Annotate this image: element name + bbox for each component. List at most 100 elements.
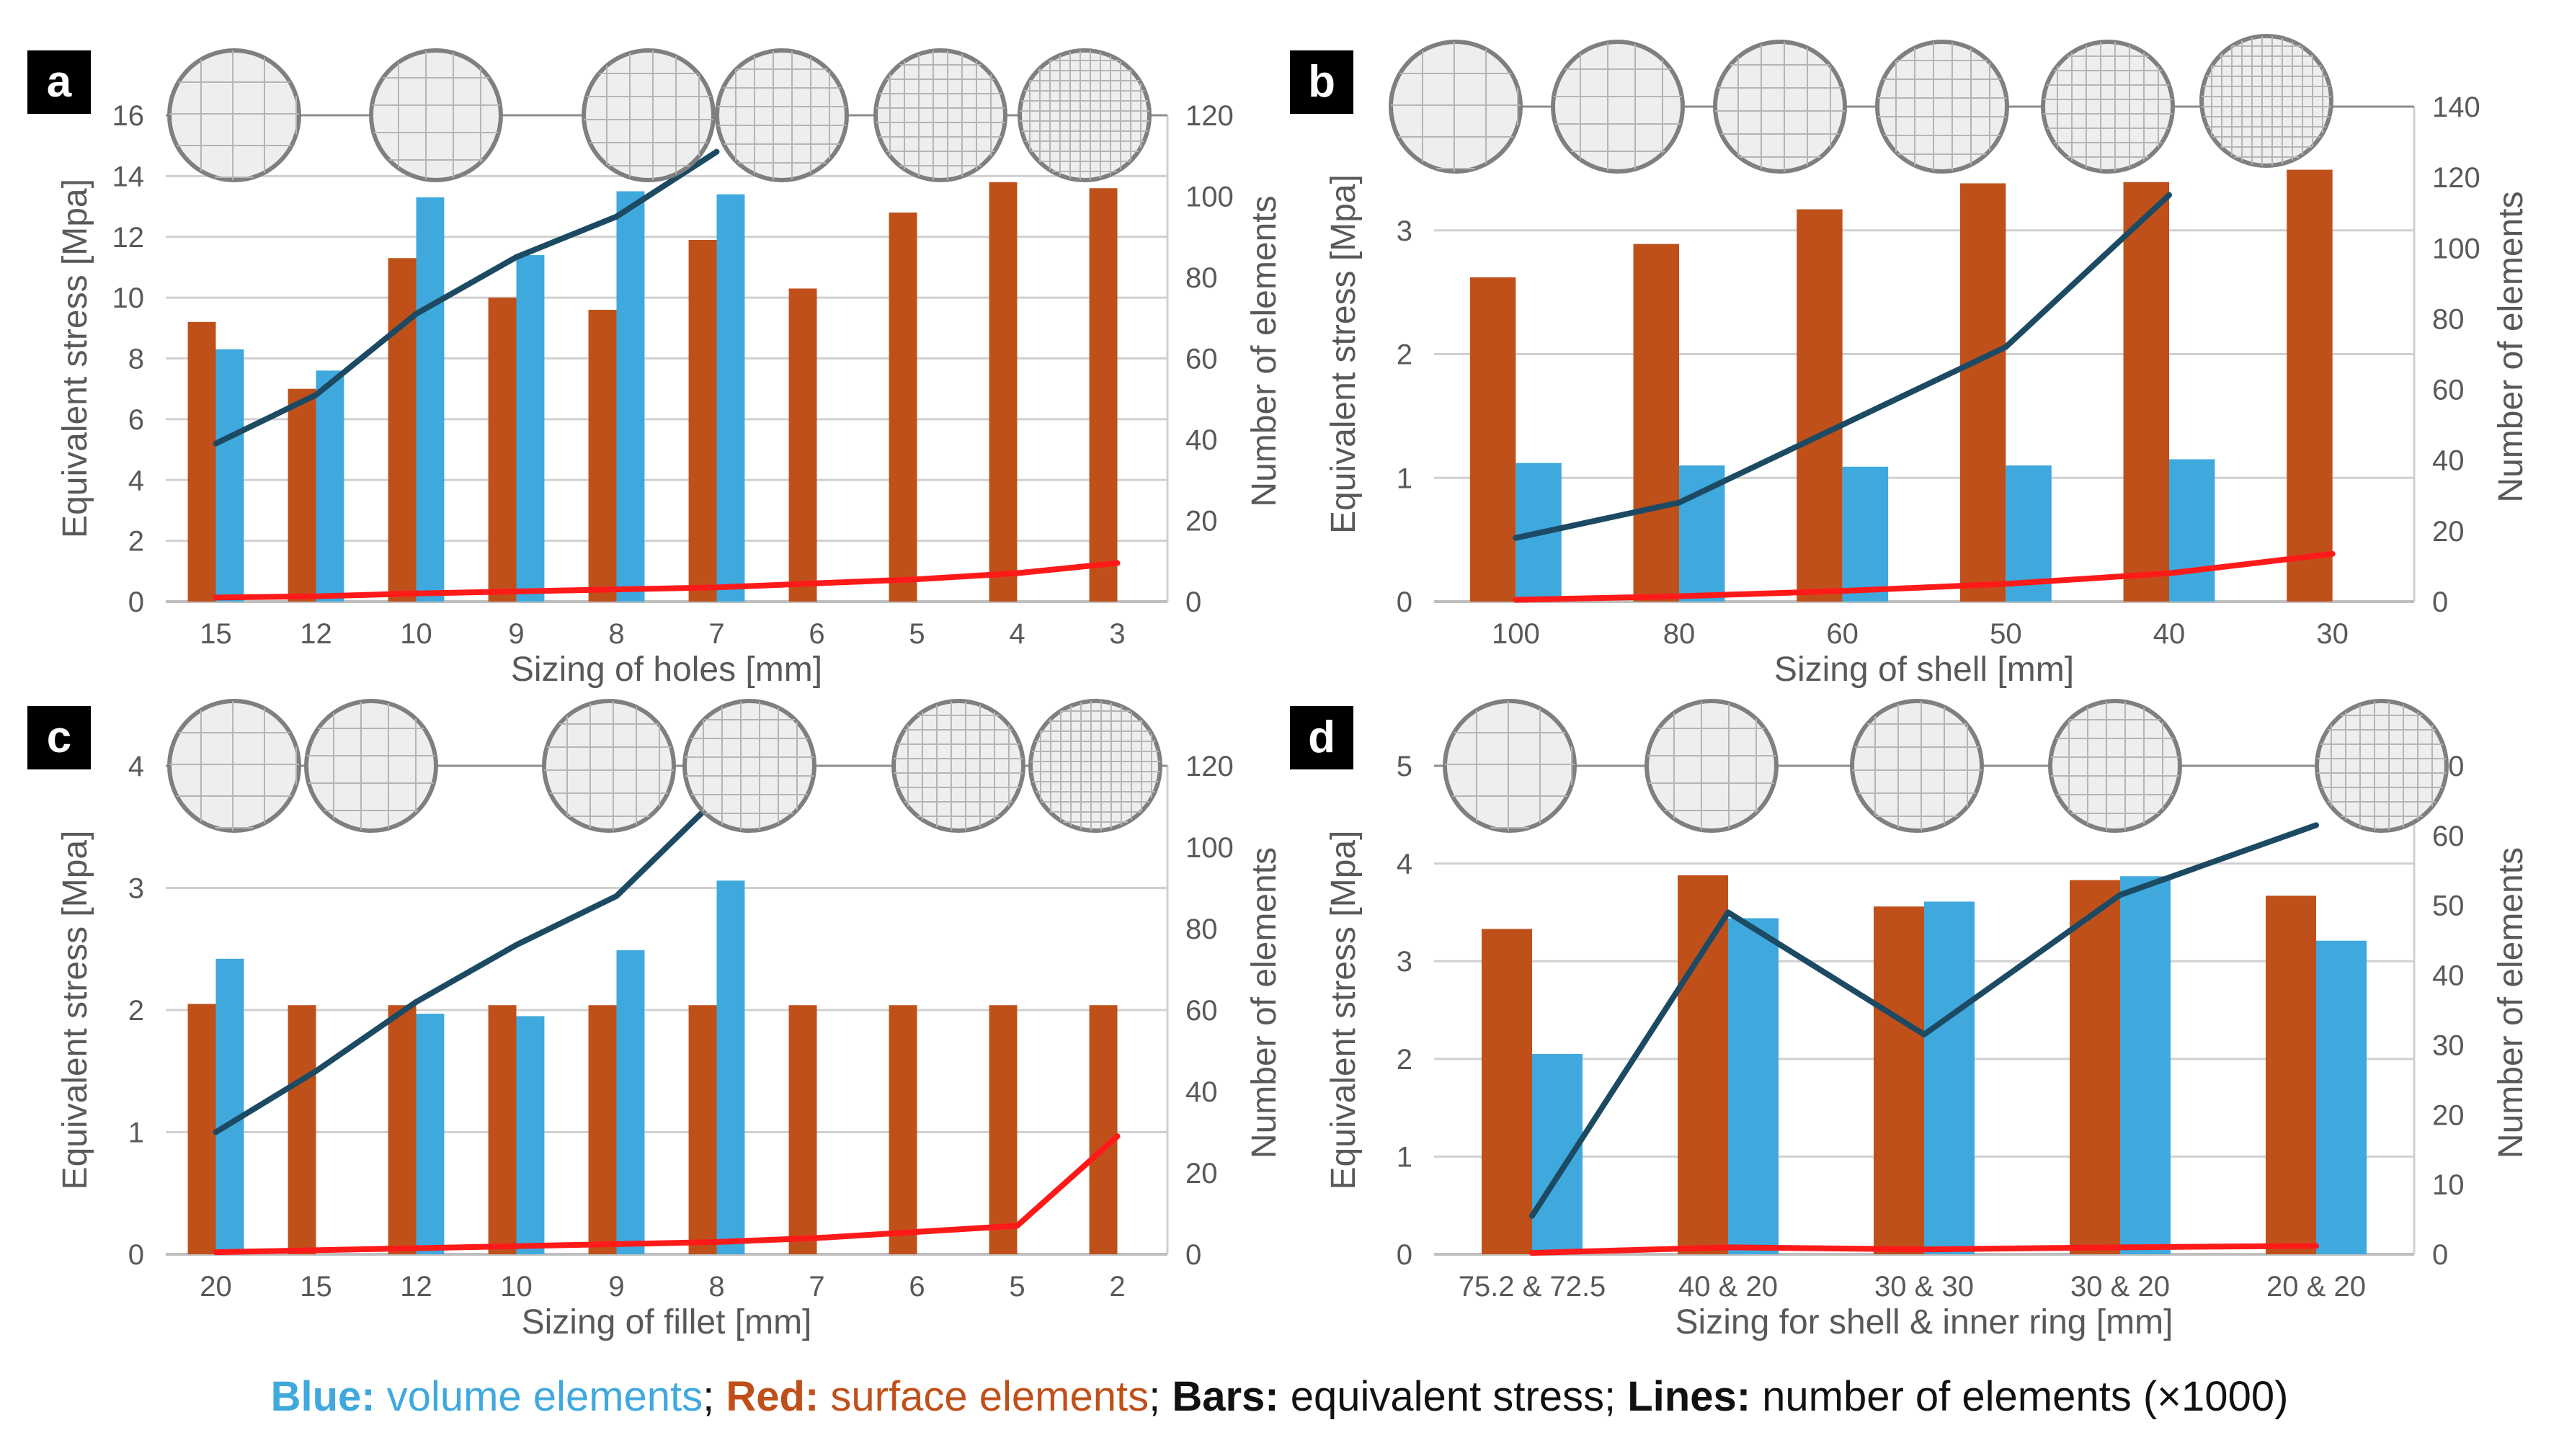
surface-stress-bar: [488, 298, 517, 602]
x-tick-label: 15: [200, 618, 232, 650]
mesh-thumbnail: [1028, 699, 1162, 833]
y2-tick-label: 60: [1185, 344, 1218, 375]
panel-label: c: [47, 713, 71, 762]
y2-tick-label: 60: [2432, 375, 2465, 406]
x-tick-label: 5: [909, 618, 925, 650]
surface-count-line: [1529, 1243, 2319, 1256]
thumbnail-circle: [1850, 699, 1984, 833]
y2-axis-title: Number of elements: [2492, 191, 2530, 502]
y-tick-label: 1: [1397, 463, 1412, 494]
surface-stress-bar: [588, 310, 617, 602]
y-tick-label: 0: [1397, 1239, 1412, 1271]
y2-tick-label: 120: [1185, 751, 1234, 782]
mesh-thumbnail: [167, 48, 301, 182]
mesh-thumbnail: [167, 699, 301, 833]
mesh-thumbnail: [582, 48, 716, 182]
y-tick-label: 4: [1397, 849, 1412, 880]
legend-lines-text: number of elements (×1000): [1762, 1373, 2289, 1420]
x-tick-label: 2: [1109, 1271, 1125, 1303]
y-tick-label: 0: [128, 586, 144, 618]
mesh-thumbnail: [1875, 40, 2009, 174]
surface-stress-bar: [688, 239, 717, 602]
volume-stress-bar: [1842, 466, 1889, 602]
volume-stress-bar: [316, 370, 344, 602]
volume-stress-bar: [416, 1014, 445, 1254]
volume-stress-bar: [716, 194, 745, 602]
surface-stress-bar: [288, 388, 316, 602]
y2-tick-label: 0: [1185, 1239, 1201, 1271]
chart-panel-d: 01234501020304050607075.2 & 72.540 & 203…: [1290, 699, 2530, 1341]
volume-stress-bar: [516, 255, 545, 602]
thumbnail-circle: [1389, 40, 1523, 174]
y2-tick-label: 100: [1185, 182, 1234, 213]
x-tick-label: 8: [708, 1271, 724, 1303]
mesh-thumbnail: [1850, 699, 1984, 833]
surface-count-line: [1513, 550, 2336, 603]
y2-tick-label: 80: [1185, 262, 1218, 294]
thumbnail-circle: [304, 699, 438, 833]
thumbnail-circle: [542, 699, 676, 833]
y-tick-label: 2: [128, 526, 144, 558]
volume-stress-bar: [2120, 876, 2171, 1254]
figure-legend: Blue: volume elements; Red: surface elem…: [0, 1372, 2559, 1421]
y2-tick-label: 120: [1185, 100, 1234, 132]
surface-stress-bar: [989, 1005, 1018, 1254]
y-tick-label: 6: [128, 404, 144, 436]
y2-tick-label: 0: [1185, 586, 1201, 618]
y2-tick-label: 20: [2432, 1099, 2465, 1131]
volume-stress-bar: [2316, 940, 2367, 1254]
y2-tick-label: 40: [1185, 424, 1218, 456]
x-tick-label: 12: [400, 1271, 432, 1303]
volume-stress-bar: [516, 1016, 545, 1254]
y-tick-label: 16: [112, 100, 145, 132]
x-tick-label: 30 & 30: [1874, 1271, 1974, 1303]
legend-blue-text: volume elements: [386, 1373, 703, 1420]
volume-stress-bar: [1924, 901, 1975, 1254]
thumbnail-circle: [1875, 40, 2009, 174]
y2-tick-label: 20: [1185, 1158, 1218, 1189]
y-tick-label: 3: [1397, 946, 1412, 978]
mesh-thumbnail: [2315, 699, 2449, 833]
panel-label-box: [1290, 706, 1353, 769]
mesh-thumbnail: [1018, 48, 1152, 182]
x-tick-label: 6: [909, 1271, 925, 1303]
x-tick-label: 6: [809, 618, 824, 650]
mesh-thumbnail: [1443, 699, 1577, 833]
thumbnail-circle: [2048, 699, 2182, 833]
surface-stress-bar: [1678, 875, 1728, 1254]
mesh-thumbnail: [369, 48, 503, 182]
surface-count-line: [213, 1133, 1121, 1256]
y2-tick-label: 120: [2432, 162, 2480, 194]
volume-stress-bar: [215, 958, 244, 1254]
x-tick-label: 40 & 20: [1678, 1271, 1778, 1303]
thumbnail-circle: [1443, 699, 1577, 833]
volume-stress-bar: [416, 197, 445, 602]
volume-stress-bar: [1728, 918, 1779, 1254]
surface-stress-bar: [388, 1005, 417, 1254]
mesh-thumbnail: [1551, 40, 1685, 174]
surface-stress-bar: [1482, 929, 1532, 1254]
y-tick-label: 4: [128, 751, 144, 782]
y2-tick-label: 40: [2432, 960, 2465, 992]
y2-tick-label: 0: [2432, 1239, 2448, 1271]
y-axis-title: Equivalent stress [Mpa]: [1325, 831, 1363, 1190]
surface-stress-bar: [187, 321, 216, 602]
y-tick-label: 14: [112, 161, 145, 192]
thumbnail-circle: [167, 48, 301, 182]
thumbnail-circle: [2199, 34, 2333, 168]
x-tick-label: 30 & 20: [2070, 1271, 2170, 1303]
y-tick-label: 8: [128, 344, 144, 375]
y-axis-title: Equivalent stress [Mpa]: [1325, 174, 1363, 534]
surface-count-line: [213, 560, 1121, 601]
y2-tick-label: 40: [2432, 445, 2465, 477]
surface-stress-bar: [1633, 244, 1679, 602]
x-tick-label: 10: [400, 618, 432, 650]
y-tick-label: 2: [1397, 339, 1412, 371]
y-axis-title: Equivalent stress [Mpa]: [56, 831, 94, 1190]
mesh-thumbnail: [1713, 40, 1847, 174]
volume-count-line: [1513, 192, 2172, 541]
y2-tick-label: 30: [2432, 1030, 2465, 1061]
thumbnail-circle: [873, 48, 1007, 182]
surface-stress-bar: [2070, 880, 2120, 1254]
